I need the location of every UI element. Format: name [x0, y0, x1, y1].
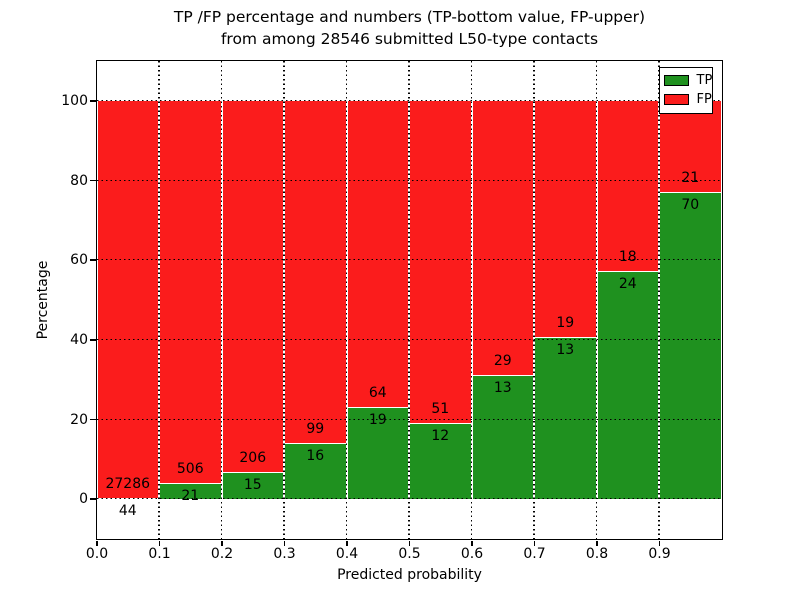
- horizontal-gridline: [96, 179, 722, 181]
- x-tick-label: 0.3: [273, 546, 296, 562]
- horizontal-gridline: [96, 99, 722, 101]
- tp-count-label: 12: [431, 427, 450, 444]
- legend-item-tp: TP: [662, 71, 713, 90]
- tp-count-label: 24: [618, 276, 637, 293]
- tp-count-label: 15: [243, 476, 262, 493]
- x-tick: [471, 540, 473, 546]
- x-tick-label: 0.8: [585, 546, 609, 562]
- y-tick: [90, 100, 96, 102]
- x-tick-label: 0.0: [85, 546, 109, 562]
- tp-count-label: 19: [368, 412, 387, 429]
- legend: TP FP: [658, 66, 713, 114]
- bar-segment-tp: [534, 336, 597, 499]
- bar-segment-fp: [409, 100, 472, 423]
- bar-segment-fp: [534, 100, 597, 337]
- fp-count-label: 64: [368, 385, 387, 402]
- bar-segment-tp: [346, 407, 409, 499]
- x-tick: [283, 540, 286, 546]
- vertical-gridline: [470, 60, 473, 539]
- bar-segment-fp: [471, 100, 534, 376]
- x-tick-label: 0.4: [335, 546, 359, 562]
- x-tick: [533, 540, 536, 546]
- y-tick-label: 40: [70, 331, 88, 348]
- tp-count-label: 21: [181, 487, 200, 504]
- y-tick-label: 0: [79, 491, 88, 508]
- x-tick-label: 0.6: [460, 546, 484, 562]
- horizontal-gridline: [96, 259, 722, 261]
- vertical-gridline: [158, 60, 160, 539]
- legend-swatch-fp: [663, 93, 689, 105]
- x-tick-label: 0.7: [523, 546, 546, 562]
- vertical-gridline: [408, 60, 410, 539]
- chart-title: TP /FP percentage and numbers (TP-bottom…: [97, 7, 722, 50]
- chart-title-line1: TP /FP percentage and numbers (TP-bottom…: [173, 8, 646, 26]
- fp-count-label: 506: [176, 460, 204, 477]
- horizontal-gridline: [96, 418, 722, 420]
- y-tick-label: 20: [70, 411, 88, 428]
- bar-segment-tp: [659, 192, 722, 499]
- bar-segment-tp: [471, 375, 534, 499]
- bar-segment-tp: [284, 443, 347, 499]
- legend-item-fp: FP: [662, 90, 712, 109]
- y-tick: [90, 339, 96, 341]
- horizontal-gridline: [96, 498, 722, 500]
- x-tick-label: 0.9: [648, 546, 671, 562]
- x-axis-label: Predicted probability: [337, 567, 482, 583]
- tp-count-label: 13: [556, 341, 575, 358]
- y-tick: [90, 498, 96, 500]
- y-tick: [90, 418, 96, 421]
- bar-segment-fp: [159, 100, 222, 483]
- vertical-gridline: [220, 60, 223, 539]
- chart-title-line2: from among 28546 submitted L50-type cont…: [220, 29, 599, 48]
- legend-swatch-tp: [663, 74, 689, 86]
- bar-segment-tp: [596, 271, 659, 499]
- x-tick: [596, 540, 598, 546]
- fp-count-label: 206: [239, 449, 267, 466]
- y-tick-label: 80: [70, 172, 88, 189]
- x-tick-label: 0.2: [210, 546, 234, 562]
- legend-label-tp: TP: [696, 72, 713, 88]
- fp-count-label: 19: [556, 314, 575, 331]
- bar-segment-fp: [596, 100, 659, 272]
- y-tick-label: 60: [70, 252, 88, 269]
- x-tick: [658, 540, 661, 546]
- fp-count-label: 29: [493, 353, 512, 370]
- x-tick: [96, 540, 98, 546]
- tp-count-label: 16: [306, 448, 325, 465]
- horizontal-gridline: [96, 338, 722, 340]
- x-tick: [221, 540, 223, 546]
- bar-segment-fp: [659, 100, 722, 193]
- vertical-gridline: [533, 60, 535, 539]
- fp-count-label: 21: [681, 170, 700, 187]
- fp-count-label: 51: [431, 400, 450, 417]
- legend-label-fp: FP: [696, 91, 712, 107]
- vertical-gridline: [345, 60, 348, 539]
- vertical-gridline: [595, 60, 598, 539]
- bar-segment-fp: [346, 100, 409, 408]
- bar-segment-tp: [409, 422, 472, 499]
- x-tick: [408, 540, 411, 546]
- vertical-gridline: [283, 60, 285, 539]
- fp-count-label: 18: [618, 249, 637, 266]
- x-tick: [346, 540, 348, 546]
- plot-area: TP FP 27286 44 506 21 206 15 99 16 64 19 51 12 29 13 19…: [95, 59, 723, 540]
- vertical-gridline: [658, 60, 660, 539]
- y-tick: [90, 259, 96, 261]
- bar-segment-fp: [284, 100, 347, 444]
- bar-segment-tp: [221, 471, 284, 499]
- tp-count-label: 44: [118, 503, 137, 520]
- fp-count-label: 99: [306, 421, 325, 438]
- tp-count-label: 70: [681, 197, 700, 214]
- x-tick: [158, 540, 161, 546]
- x-tick-label: 0.1: [148, 546, 171, 562]
- x-tick-label: 0.5: [398, 546, 421, 562]
- bar-segment-fp: [96, 100, 159, 499]
- bar-segment-fp: [221, 100, 284, 472]
- tp-count-label: 13: [493, 380, 512, 397]
- y-tick: [90, 179, 96, 182]
- fp-count-label: 27286: [105, 476, 151, 493]
- y-axis-label: Percentage: [35, 260, 51, 340]
- y-tick-label: 100: [61, 92, 88, 109]
